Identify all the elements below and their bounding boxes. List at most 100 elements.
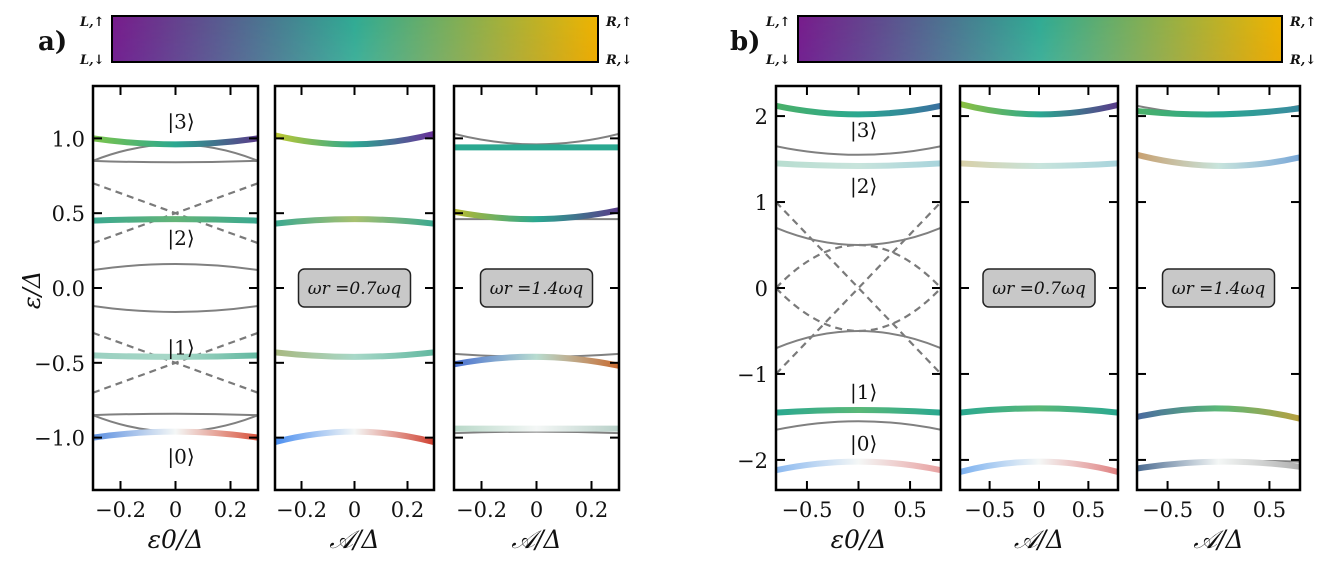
gray-curve [776,420,941,431]
annotation-text: ωr =1.4ωq [490,279,584,299]
panel-label-a: a) [38,27,67,57]
energy-level-curve [93,428,258,441]
colorbar-a-label-bottom-left: L,↓ [79,53,105,68]
energy-level-curve [454,353,619,369]
x-tick-label: −0.5 [964,498,1015,522]
x-tick-label: 0.5 [1072,498,1105,522]
state-label: |0⟩ [167,445,194,470]
energy-level-curve [275,349,434,360]
colorbar-b-label-bottom-left: L,↓ [765,53,791,68]
dashed-line [93,182,258,245]
state-label: |2⟩ [167,226,194,251]
y-tick-label: 1 [755,191,768,215]
panel-label-b: b) [730,27,760,57]
energy-level-curve [93,352,258,360]
energy-level-curve [1137,151,1300,169]
energy-level-curve [960,101,1118,118]
y-tick-label: 2 [755,105,768,129]
x-tick-label: 0.2 [214,498,247,522]
dashed-line [93,331,258,394]
x-axis-label: ε0/Δ [831,525,887,554]
x-axis-label: ε0/Δ [148,525,204,554]
x-tick-label: 0 [348,498,361,522]
x-axis-label: 𝒜/Δ [329,525,379,554]
y-tick-label: −1 [737,363,768,387]
y-tick-label: 0 [755,277,768,301]
gray-curve [93,412,258,417]
annotation-box [982,268,1096,308]
panel-a-left: −1.0 −0.5 0.0 0.5 1.0 −0.2 0 0.2 ε0/Δ |0⟩ |1⟩ |2⟩ |3… [34,84,260,554]
x-axis-label: 𝒜/Δ [511,525,561,554]
x-tick-label: 0 [1212,498,1225,522]
gray-curve [93,263,258,272]
panel-a-mid: −0.2 0 0.2 𝒜/Δ ωr =0.7ωq [273,84,436,554]
energy-level-curve [454,207,619,223]
x-tick-label: 0.5 [893,498,926,522]
panel-b-mid: −0.5 0 0.5 𝒜/Δ ωr =0.7ωq [958,84,1120,554]
x-tick-label: −0.2 [276,498,327,522]
colorbar-b-label-bottom-right: R,↓ [1289,53,1316,68]
y-axis-label: ε/Δ [18,271,46,309]
y-tick-label: −0.5 [34,352,85,376]
colorbar-a-label-top-left: L,↑ [79,15,105,30]
energy-level-curve [776,102,941,118]
gray-curve [454,132,619,146]
panel-a-right: −0.2 0 0.2 𝒜/Δ ωr =1.4ωq [452,84,621,554]
dashed-line [776,244,941,289]
energy-level-curve [275,130,434,148]
energy-level-curve [275,216,434,227]
annotation-text: ωr =0.7ωq [992,279,1086,299]
y-tick-label: 0.0 [52,277,85,301]
gray-curve [776,145,941,156]
x-tick-label: −0.2 [95,498,146,522]
state-label: |1⟩ [850,380,877,405]
energy-level-curve [960,458,1118,475]
energy-level-curve [1137,405,1300,422]
energy-level-curve [776,458,941,474]
x-tick-label: 0 [530,498,543,522]
x-tick-label: 0 [1032,498,1045,522]
y-tick-label: 0.5 [52,202,85,226]
annotation-box [297,268,412,308]
gray-curve [776,329,941,350]
y-tick-label: −1.0 [34,427,85,451]
energy-level-curve [93,135,258,148]
gray-curve [93,304,258,313]
dashed-line [776,201,941,375]
x-tick-label: 0 [852,498,865,522]
gray-curve [454,430,619,435]
x-axis-label: 𝒜/Δ [1193,525,1243,554]
x-tick-label: 0.2 [575,498,608,522]
state-label: |2⟩ [850,174,877,199]
colorbar-a [111,15,599,63]
colorbar-b-label-top-right: R,↑ [1289,15,1316,30]
gray-curve [776,226,941,247]
annotation-box [1161,268,1276,308]
x-tick-label: −0.5 [1142,498,1193,522]
state-label: |0⟩ [850,432,877,457]
energy-level-curve [93,216,258,224]
colorbar-b-label-top-left: L,↑ [765,15,791,30]
panel-b-right: −0.5 0 0.5 𝒜/Δ ωr =1.4ωq [1135,84,1302,554]
axes-frame [774,84,943,492]
colorbar-b [797,15,1283,63]
x-tick-label: −0.2 [456,498,507,522]
x-tick-label: 0.2 [391,498,424,522]
state-label: |3⟩ [167,109,194,134]
annotation-box [479,268,594,308]
x-tick-label: −0.5 [781,498,832,522]
energy-level-curve [1137,105,1300,118]
state-label: |1⟩ [167,335,194,360]
state-label: |3⟩ [850,118,877,143]
energy-level-curve [1137,458,1300,472]
annotation-text: ωr =1.4ωq [1172,279,1266,299]
x-tick-label: 0 [169,498,182,522]
colorbar-a-label-top-right: R,↑ [605,15,632,30]
energy-level-curve [776,160,941,169]
energy-level-curve [776,407,941,416]
x-tick-label: 0.5 [1253,498,1286,522]
x-axis-label: 𝒜/Δ [1014,525,1064,554]
y-tick-label: −2 [737,449,768,473]
energy-level-curve [275,428,434,446]
dashed-line [776,287,941,332]
